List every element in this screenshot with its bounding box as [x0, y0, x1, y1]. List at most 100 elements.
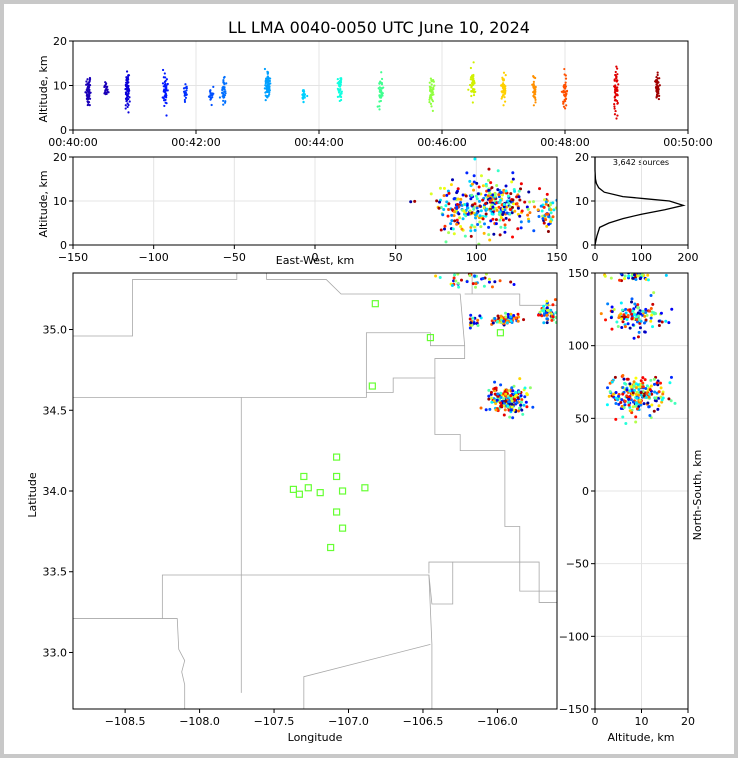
time-source-point [565, 92, 568, 96]
ew-source-point [472, 188, 476, 192]
ns-source-point [633, 302, 637, 306]
time-source-point [614, 70, 617, 74]
plan-source-point [479, 406, 483, 410]
time-source-point [616, 99, 619, 103]
time-source-point [164, 93, 168, 96]
time-source-point [165, 86, 168, 89]
time-source-point [614, 99, 617, 102]
plan-source-point [487, 388, 491, 392]
ew-source-point [549, 203, 553, 207]
plan-source-point [498, 398, 502, 402]
ns-source-point [649, 316, 653, 320]
ew-source-point [496, 169, 500, 173]
lma-station-marker [304, 484, 312, 492]
plan-source-point [456, 281, 460, 285]
ns-source-point [655, 381, 659, 385]
ns-source-point [656, 407, 660, 411]
ew-source-point [478, 220, 482, 224]
ew-source-point [466, 212, 470, 216]
time-source-point [502, 104, 505, 107]
ew-source-point [510, 206, 514, 210]
plan-source-point [487, 394, 491, 398]
time-tick-label: 00:48:00 [540, 136, 589, 149]
time-source-point [165, 84, 168, 87]
ew-source-point [502, 188, 506, 192]
ew-source-point [444, 240, 448, 244]
time-source-point [431, 79, 434, 82]
plan-source-point [502, 397, 506, 401]
time-source-point [380, 77, 384, 81]
plan-source-point [498, 279, 502, 283]
time-source-point [184, 93, 187, 96]
ns-tick-label: −100 [559, 630, 589, 643]
time-source-point [222, 99, 225, 102]
ns-source-point [645, 313, 649, 317]
time-source-point [86, 78, 89, 81]
ns-source-point [610, 310, 614, 314]
time-source-point [106, 89, 109, 92]
time-source-point [266, 90, 269, 94]
time-source-point [616, 86, 619, 89]
lat-tick-label: 35.0 [43, 324, 68, 337]
time-source-point [212, 85, 215, 89]
ew-source-point [459, 197, 463, 201]
hist-alt-tick-label: 0 [582, 239, 589, 252]
ew-source-point [470, 223, 474, 227]
ew-source-point [452, 214, 456, 218]
plan-source-point [482, 284, 486, 288]
time-source-point [185, 89, 188, 92]
ew-source-point [551, 201, 555, 205]
ns-source-point [620, 317, 624, 321]
ns-source-point [631, 400, 635, 404]
ns-source-point [617, 402, 621, 406]
ew-source-point [491, 217, 495, 221]
ew-source-point [507, 218, 511, 222]
ns-source-point [644, 307, 648, 311]
lma-station-marker [371, 300, 379, 308]
time-source-point [655, 78, 658, 82]
time-source-point [378, 105, 381, 108]
time-source-point [534, 101, 537, 104]
ns-source-point [648, 388, 652, 392]
plan-source-point [504, 392, 508, 396]
county-line [73, 273, 238, 337]
ew-source-point [528, 200, 532, 204]
ns-source-point [621, 386, 625, 390]
plan-source-point [506, 404, 510, 408]
east-west-xlabel: East-West, km [276, 254, 354, 267]
ns-source-point [653, 396, 657, 400]
time-source-point [532, 80, 535, 83]
plan-source-point [473, 285, 477, 289]
ew-source-point [491, 193, 495, 197]
plan-source-point [495, 398, 499, 402]
time-source-point [471, 78, 474, 81]
time-source-point [656, 95, 659, 98]
ew-source-point [517, 189, 521, 193]
ns-tick-label: 50 [575, 412, 589, 425]
ew-source-point [511, 177, 515, 181]
ns-source-point [641, 381, 645, 385]
time-source-point [301, 89, 305, 92]
ns-source-point [659, 311, 663, 315]
plan-source-point [491, 321, 495, 325]
ew-source-point [479, 225, 483, 229]
ns-source-point [604, 318, 608, 322]
time-source-point [380, 83, 384, 86]
ns-source-point [641, 309, 645, 313]
ew-source-point [502, 203, 506, 207]
time-source-point [613, 105, 616, 108]
time-source-point [534, 98, 537, 102]
ns-source-point [622, 277, 626, 281]
ns-source-point [669, 375, 673, 379]
time-source-point [208, 90, 212, 93]
time-source-point [104, 89, 107, 92]
time-source-point [613, 79, 616, 82]
hist-tick-label: 0 [592, 251, 599, 264]
ew-source-point [549, 208, 553, 212]
county-boundaries [73, 273, 557, 709]
north-south-xlabel: Altitude, km [607, 731, 674, 744]
ew-source-point [472, 180, 476, 184]
ew-source-point [511, 235, 515, 239]
time-source-point [564, 81, 567, 84]
ns-source-point [624, 311, 628, 315]
